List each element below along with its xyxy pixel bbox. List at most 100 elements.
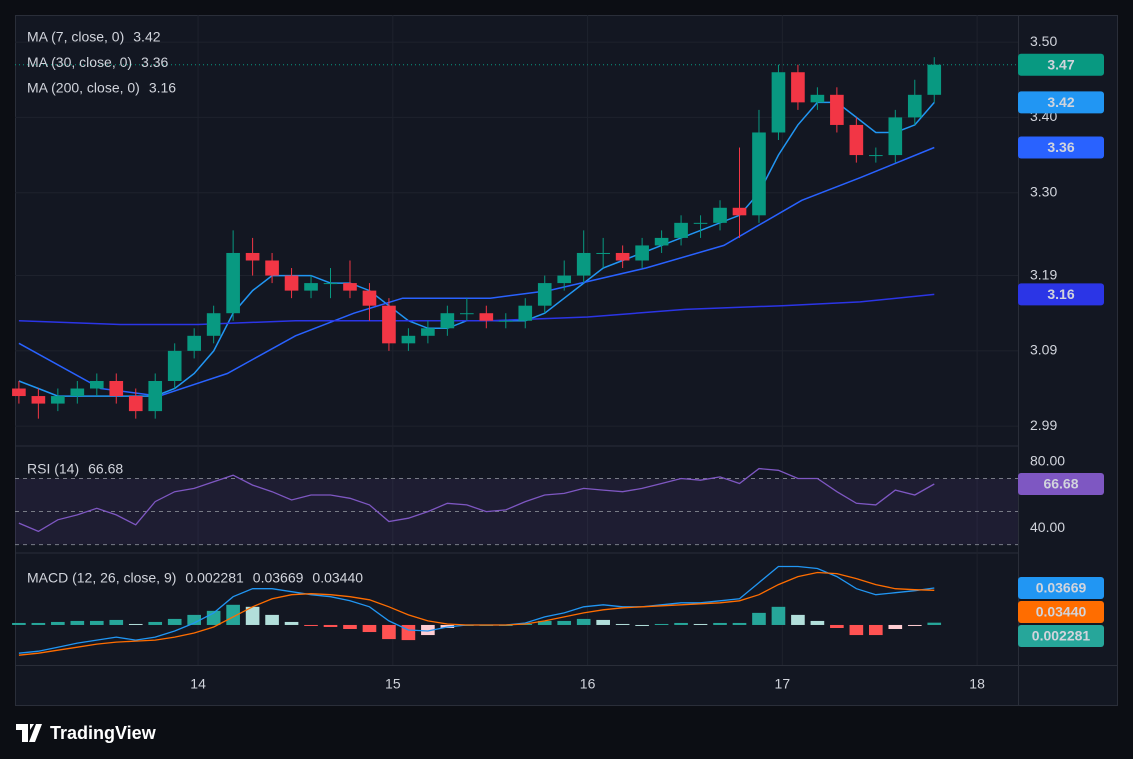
macd-histogram-bar	[323, 624, 338, 627]
y-tick-label: 3.09	[1030, 342, 1057, 358]
macd-histogram-bar	[907, 624, 922, 626]
macd-histogram-bar	[635, 624, 649, 626]
legend-value: 3.42	[133, 29, 160, 45]
candle-body	[460, 313, 474, 315]
legend-name: MA (30, close, 0)	[27, 54, 132, 70]
y-tick-label: 80.00	[1030, 453, 1065, 469]
logo-mark	[16, 724, 42, 742]
legend-value: 0.002281	[185, 570, 244, 586]
candle-body	[732, 207, 747, 216]
macd-histogram-bar	[421, 624, 435, 636]
macd-histogram-bar	[732, 622, 747, 625]
candle-body	[771, 72, 786, 133]
macd-histogram-bar	[693, 623, 708, 625]
candle-body	[907, 94, 922, 118]
legend-name: MA (7, close, 0)	[27, 29, 124, 45]
x-tick-label: 15	[385, 676, 401, 692]
candle-body	[109, 380, 124, 397]
price-badge-label: 0.03440	[1036, 604, 1087, 620]
candle-body	[654, 237, 669, 246]
legend-value: 3.36	[141, 54, 168, 70]
candle-body	[752, 132, 766, 216]
price-badge	[1018, 283, 1104, 306]
macd-histogram-bar	[226, 604, 240, 625]
macd-histogram-bar	[654, 623, 669, 625]
y-tick-label: 2.99	[1030, 417, 1057, 433]
candle-body	[265, 260, 279, 276]
rsi-line	[18, 467, 935, 533]
macd-histogram-bar	[51, 621, 65, 625]
watermark: TradingView	[50, 723, 157, 743]
candle-body	[343, 283, 357, 291]
x-tick-label: 18	[969, 676, 985, 692]
legend-name: MA (200, close, 0)	[27, 80, 140, 96]
y-tick-label: 40.00	[1030, 519, 1065, 535]
candle-body	[713, 207, 727, 223]
candle-body	[888, 117, 903, 156]
macd-histogram-bar	[31, 622, 46, 625]
price-badge-label: 3.16	[1047, 286, 1074, 302]
macd-line	[18, 571, 935, 656]
candle-body	[362, 290, 377, 306]
price-badge-label: 3.36	[1047, 139, 1074, 155]
candle-body	[51, 396, 65, 404]
macd-histogram-bar	[888, 624, 903, 630]
legend-value: 0.03440	[312, 570, 363, 586]
moving-average-line	[18, 146, 935, 397]
macd-histogram-bar	[265, 614, 279, 625]
candle-body	[557, 275, 572, 284]
macd-histogram-bar	[557, 620, 572, 625]
macd-histogram-bar	[187, 614, 201, 625]
price-badge	[1018, 53, 1104, 76]
candle-body	[148, 380, 163, 412]
candle-body	[537, 283, 552, 306]
macd-histogram-bar	[810, 620, 825, 625]
candle-body	[31, 396, 46, 404]
candle-body	[382, 305, 396, 344]
macd-histogram-bar	[615, 623, 630, 625]
price-badge	[1018, 576, 1104, 599]
candle-body	[245, 252, 260, 261]
legend-value: 3.16	[149, 80, 176, 96]
candle-body	[12, 388, 26, 397]
price-badge-label: 0.002281	[1032, 628, 1091, 644]
macd-histogram-bar	[596, 619, 610, 625]
y-tick-label: 3.30	[1030, 183, 1057, 199]
candle-body	[927, 64, 942, 95]
price-badge-label: 0.03669	[1036, 580, 1087, 596]
candle-body	[70, 388, 85, 397]
candle-body	[830, 94, 844, 125]
macd-histogram-bar	[343, 624, 357, 630]
legend-name: RSI (14)	[27, 461, 79, 477]
legend-value: MACD (12, 26, close, 9)	[27, 570, 176, 586]
candle-body	[596, 252, 610, 254]
candle-body	[674, 222, 688, 238]
candle-body	[576, 252, 591, 276]
macd-histogram-bar	[771, 606, 786, 625]
macd-histogram-bar	[284, 621, 299, 625]
macd-histogram-bar	[167, 618, 182, 625]
candle-body	[89, 380, 104, 389]
candle-body	[615, 252, 630, 261]
macd-histogram-bar	[12, 622, 26, 625]
macd-histogram-bar	[109, 619, 124, 625]
macd-histogram-bar	[849, 624, 864, 636]
candle-body	[635, 245, 649, 261]
macd-histogram-bar	[382, 624, 396, 640]
macd-histogram-bar	[713, 622, 727, 625]
macd-histogram-bar	[148, 621, 163, 625]
macd-histogram-bar	[576, 618, 591, 625]
candle-body	[479, 313, 494, 321]
candle-body	[421, 328, 435, 336]
macd-histogram-bar	[927, 622, 942, 625]
macd-histogram-bar	[128, 623, 143, 625]
candle-body	[401, 335, 416, 344]
logo	[16, 724, 42, 742]
macd-histogram-bar	[869, 624, 883, 636]
candle-body	[206, 313, 221, 336]
price-badge	[1018, 136, 1104, 159]
macd-histogram-bar	[674, 622, 688, 625]
x-tick-label: 16	[580, 676, 596, 692]
macd-histogram-bar	[752, 612, 766, 625]
candle-body	[284, 275, 299, 291]
